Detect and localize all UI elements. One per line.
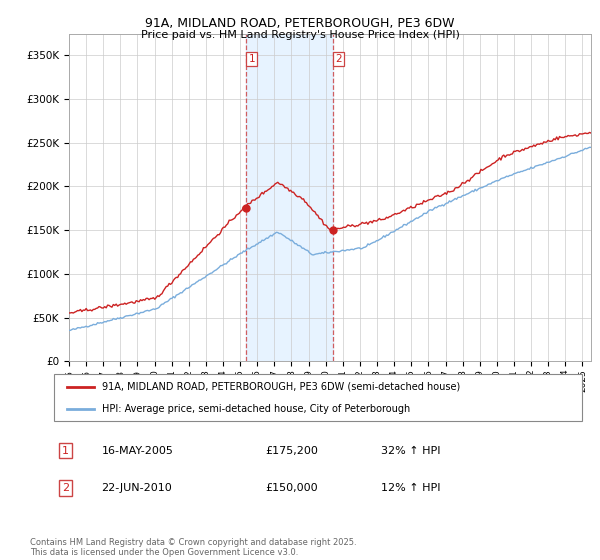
Text: 1: 1 <box>62 446 69 456</box>
Text: 91A, MIDLAND ROAD, PETERBOROUGH, PE3 6DW: 91A, MIDLAND ROAD, PETERBOROUGH, PE3 6DW <box>145 17 455 30</box>
Text: Price paid vs. HM Land Registry's House Price Index (HPI): Price paid vs. HM Land Registry's House … <box>140 30 460 40</box>
Text: £175,200: £175,200 <box>265 446 318 456</box>
Text: 91A, MIDLAND ROAD, PETERBOROUGH, PE3 6DW (semi-detached house): 91A, MIDLAND ROAD, PETERBOROUGH, PE3 6DW… <box>101 382 460 392</box>
Text: 12% ↑ HPI: 12% ↑ HPI <box>382 483 441 493</box>
Text: £150,000: £150,000 <box>265 483 318 493</box>
Text: 1: 1 <box>248 54 255 64</box>
Text: Contains HM Land Registry data © Crown copyright and database right 2025.
This d: Contains HM Land Registry data © Crown c… <box>30 538 356 557</box>
Text: 2: 2 <box>62 483 69 493</box>
Text: HPI: Average price, semi-detached house, City of Peterborough: HPI: Average price, semi-detached house,… <box>101 404 410 414</box>
Text: 22-JUN-2010: 22-JUN-2010 <box>101 483 172 493</box>
FancyBboxPatch shape <box>54 374 582 421</box>
Text: 16-MAY-2005: 16-MAY-2005 <box>101 446 173 456</box>
Text: 2: 2 <box>335 54 342 64</box>
Bar <box>246 34 333 361</box>
Text: 32% ↑ HPI: 32% ↑ HPI <box>382 446 441 456</box>
